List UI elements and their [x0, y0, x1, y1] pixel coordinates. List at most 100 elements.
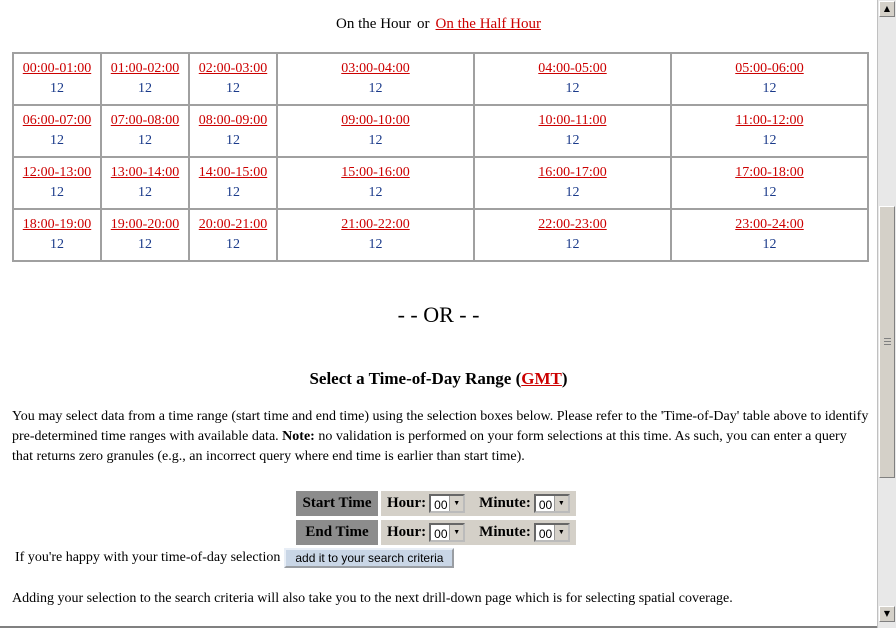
- submit-prompt: If you're happy with your time-of-day se…: [15, 550, 281, 566]
- end-hour-select[interactable]: 00 ▼: [429, 523, 466, 542]
- tod-granule-count: 12: [565, 185, 580, 200]
- tod-granule-count: 12: [762, 81, 777, 96]
- tod-range-link[interactable]: 06:00-07:00: [22, 113, 92, 128]
- tod-range-link[interactable]: 21:00-22:00: [341, 217, 410, 232]
- end-hour-value: 00: [434, 527, 448, 541]
- tod-granule-count: 12: [368, 81, 383, 96]
- tod-granule-count: 12: [50, 81, 64, 96]
- gmt-link[interactable]: GMT: [521, 369, 562, 388]
- tod-cell: 12:00-13:00 12: [13, 157, 101, 209]
- chevron-down-icon: ▼: [449, 496, 464, 511]
- start-time-row: Start Time Hour: 00 ▼ Minute: 00 ▼: [296, 491, 576, 516]
- add-to-search-button[interactable]: add it to your search criteria: [284, 548, 455, 568]
- tod-range-link[interactable]: 18:00-19:00: [22, 217, 92, 232]
- chevron-down-icon: ▼: [553, 496, 568, 511]
- tod-range-link[interactable]: 02:00-03:00: [198, 61, 268, 76]
- section-title-suffix: ): [561, 369, 568, 388]
- tod-range-link[interactable]: 10:00-11:00: [538, 113, 607, 128]
- scroll-thumb[interactable]: [879, 206, 895, 478]
- tod-cell: 05:00-06:00 12: [671, 53, 868, 105]
- tod-range-link[interactable]: 19:00-20:00: [110, 217, 180, 232]
- toggle-separator: or: [417, 16, 430, 32]
- tod-granule-count: 12: [565, 133, 580, 148]
- tod-cell: 19:00-20:00 12: [101, 209, 189, 261]
- end-hour-label: Hour:: [387, 523, 427, 540]
- tod-range-link[interactable]: 01:00-02:00: [110, 61, 180, 76]
- tod-row: 06:00-07:00 12 07:00-08:00 12 08:00-09:00 12 0…: [13, 105, 868, 157]
- tod-cell: 20:00-21:00 12: [189, 209, 277, 261]
- tod-granule-count: 12: [226, 237, 240, 252]
- tod-granule-count: 12: [762, 185, 777, 200]
- vertical-scrollbar[interactable]: ▲ ▼: [877, 0, 896, 628]
- tod-range-link[interactable]: 03:00-04:00: [341, 61, 410, 76]
- tod-granule-count: 12: [138, 185, 152, 200]
- tod-granule-count: 12: [226, 133, 240, 148]
- tod-cell: 17:00-18:00 12: [671, 157, 868, 209]
- tod-row: 12:00-13:00 12 13:00-14:00 12 14:00-15:00 12 1…: [13, 157, 868, 209]
- tod-range-link[interactable]: 08:00-09:00: [198, 113, 268, 128]
- tod-cell: 23:00-24:00 12: [671, 209, 868, 261]
- tod-cell: 22:00-23:00 12: [474, 209, 671, 261]
- scroll-up-button[interactable]: ▲: [879, 1, 895, 17]
- tod-granule-count: 12: [368, 185, 383, 200]
- submit-row: If you're happy with your time-of-day se…: [15, 548, 455, 568]
- chevron-down-icon: ▼: [449, 525, 464, 540]
- instructions-part2: no validation is performed on your form …: [12, 429, 847, 464]
- start-minute-value: 00: [538, 498, 553, 512]
- tod-cell: 16:00-17:00 12: [474, 157, 671, 209]
- toggle-current: On the Hour: [336, 16, 412, 32]
- tod-range-link[interactable]: 07:00-08:00: [110, 113, 180, 128]
- tod-range-link[interactable]: 22:00-23:00: [538, 217, 607, 232]
- tod-range-link[interactable]: 17:00-18:00: [735, 165, 804, 180]
- start-hour-value: 00: [434, 498, 448, 512]
- tod-range-link[interactable]: 12:00-13:00: [22, 165, 92, 180]
- tod-range-link[interactable]: 09:00-10:00: [341, 113, 410, 128]
- tod-range-link[interactable]: 14:00-15:00: [198, 165, 268, 180]
- start-hour-select[interactable]: 00 ▼: [429, 494, 466, 513]
- tod-range-link[interactable]: 20:00-21:00: [198, 217, 268, 232]
- tod-range-link[interactable]: 11:00-12:00: [735, 113, 804, 128]
- tod-granule-count: 12: [226, 81, 240, 96]
- section-title-text: Select a Time-of-Day Range (: [309, 369, 522, 388]
- tod-cell: 07:00-08:00 12: [101, 105, 189, 157]
- tod-range-link[interactable]: 16:00-17:00: [538, 165, 607, 180]
- or-divider: - - OR - -: [397, 302, 480, 327]
- tod-range-link[interactable]: 23:00-24:00: [735, 217, 804, 232]
- end-minute-value: 00: [538, 527, 553, 541]
- triangle-up-icon: ▲: [883, 4, 891, 13]
- start-time-label: Start Time: [296, 491, 381, 516]
- tod-granule-count: 12: [368, 237, 383, 252]
- tod-granule-count: 12: [50, 237, 64, 252]
- scroll-down-button[interactable]: ▼: [879, 606, 895, 622]
- tod-row: 00:00-01:00 12 01:00-02:00 12 02:00-03:00 12 0…: [13, 53, 868, 105]
- tod-cell: 21:00-22:00 12: [277, 209, 474, 261]
- tod-cell: 04:00-05:00 12: [474, 53, 671, 105]
- tod-granule-count: 12: [138, 237, 152, 252]
- note-label: Note:: [282, 429, 315, 444]
- tod-range-link[interactable]: 04:00-05:00: [538, 61, 607, 76]
- start-minute-label: Minute:: [479, 494, 531, 511]
- tod-cell: 01:00-02:00 12: [101, 53, 189, 105]
- hour-toggle: On the Hour or On the Half Hour: [0, 16, 877, 33]
- tod-range-link[interactable]: 13:00-14:00: [110, 165, 180, 180]
- tod-granule-count: 12: [138, 81, 152, 96]
- tod-granule-count: 12: [762, 237, 777, 252]
- tod-range-link[interactable]: 15:00-16:00: [341, 165, 410, 180]
- tod-cell: 11:00-12:00 12: [671, 105, 868, 157]
- end-time-label: End Time: [296, 520, 381, 545]
- half-hour-link[interactable]: On the Half Hour: [435, 16, 541, 32]
- start-minute-select[interactable]: 00 ▼: [533, 494, 570, 513]
- tod-cell: 13:00-14:00 12: [101, 157, 189, 209]
- tod-cell: 02:00-03:00 12: [189, 53, 277, 105]
- tod-range-link[interactable]: 05:00-06:00: [735, 61, 804, 76]
- triangle-down-icon: ▼: [883, 609, 891, 618]
- footer-note: Adding your selection to the search crit…: [12, 591, 733, 606]
- tod-cell: 15:00-16:00 12: [277, 157, 474, 209]
- end-minute-select[interactable]: 00 ▼: [533, 523, 570, 542]
- tod-range-link[interactable]: 00:00-01:00: [22, 61, 92, 76]
- time-of-day-table: 00:00-01:00 12 01:00-02:00 12 02:00-03:00 12 0…: [12, 52, 869, 262]
- instructions: You may select data from a time range (s…: [12, 407, 870, 467]
- tod-granule-count: 12: [50, 133, 64, 148]
- tod-granule-count: 12: [138, 133, 152, 148]
- tod-row: 18:00-19:00 12 19:00-20:00 12 20:00-21:00 12 2…: [13, 209, 868, 261]
